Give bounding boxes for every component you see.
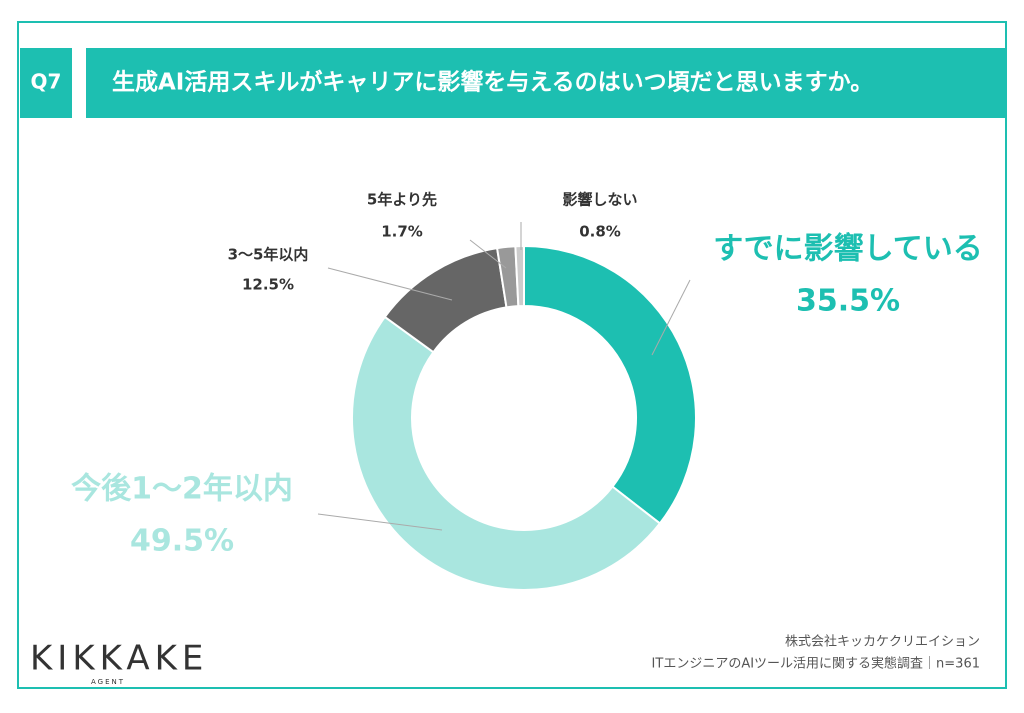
category-label: 3〜5年以内 <box>228 246 309 264</box>
chart-title: 生成AI活用スキルがキャリアに影響を与えるのはいつ頃だと思いますか。 <box>112 69 873 96</box>
source-company: 株式会社キッカケクリエイション <box>785 634 980 650</box>
donut-segment <box>523 244 697 525</box>
leader-line <box>317 513 443 531</box>
leader-line <box>327 267 453 301</box>
question-label: Q7 <box>31 70 62 94</box>
category-label: 今後1〜2年以内 <box>71 472 293 507</box>
category-label: すでに影響している <box>713 232 982 267</box>
category-label: 5年より先 <box>367 191 437 209</box>
value-label: 35.5% <box>796 284 900 319</box>
donut-segment <box>514 244 525 308</box>
category-label: 影響しない <box>562 191 637 209</box>
leader-line <box>651 279 691 356</box>
donut-segment <box>350 315 662 591</box>
value-label: 12.5% <box>242 276 294 294</box>
title-box <box>86 48 1006 118</box>
leader-line <box>469 239 507 269</box>
frame <box>17 21 1007 689</box>
value-label: 0.8% <box>579 223 621 241</box>
value-label: 1.7% <box>381 223 423 241</box>
source-survey: ITエンジニアのAIツール活用に関する実態調査｜n=361 <box>652 656 980 672</box>
question-box <box>20 48 72 118</box>
logo-sub: AGENT <box>91 678 125 686</box>
logo-name: KIKKAKE <box>30 639 208 679</box>
value-label: 49.5% <box>130 524 234 559</box>
